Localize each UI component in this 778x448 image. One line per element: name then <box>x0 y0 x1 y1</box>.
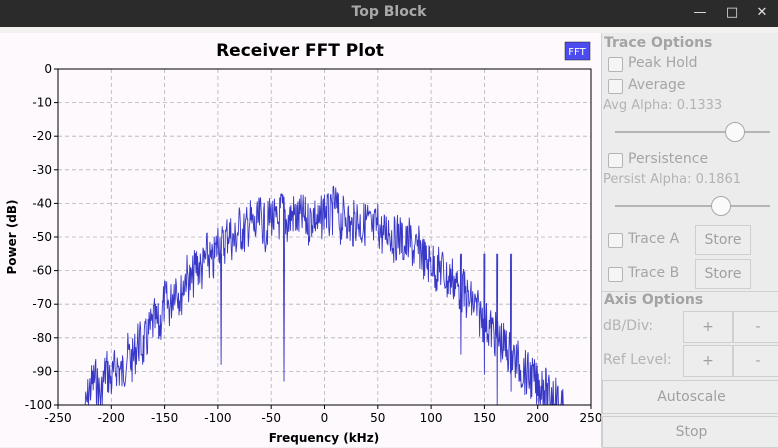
ref-level-label: Ref Level: <box>603 352 672 368</box>
control-panel: Trace Options Peak Hold Average Avg Alph… <box>601 33 778 448</box>
y-tick-label: -50 <box>32 230 52 244</box>
y-tick-label: 0 <box>44 62 52 76</box>
x-tick-label: 200 <box>526 411 549 425</box>
ref-level-plus-button[interactable]: + <box>683 345 733 377</box>
persist-alpha-text: Persist Alpha: <box>603 172 692 187</box>
y-tick-label: -60 <box>32 264 52 278</box>
chart-title: Receiver FFT Plot <box>216 41 384 61</box>
x-axis-label: Frequency (kHz) <box>269 431 379 445</box>
average-label: Average <box>628 77 686 93</box>
y-axis-ticks: 0 -10 -20 -30 -40 -50 -60 -70 -80 -90 -100 <box>25 62 58 412</box>
x-tick-label: -150 <box>151 411 178 425</box>
trace-b-label: Trace B <box>628 265 680 281</box>
x-tick-label: 100 <box>420 411 443 425</box>
x-tick-label: -250 <box>44 411 71 425</box>
avg-alpha-label: Avg Alpha: 0.1333 <box>603 98 722 113</box>
y-tick-label: -40 <box>32 196 52 210</box>
y-tick-label: -70 <box>32 297 52 311</box>
store-trace-a-button[interactable]: Store <box>695 225 751 255</box>
window-title: Top Block <box>351 4 427 20</box>
db-div-label: dB/Div: <box>603 318 654 334</box>
fft-plot-panel: -250 -200 -150 -100 -50 0 50 100 150 200 250 0 -10 -… <box>0 33 601 447</box>
x-tick-label: 50 <box>370 411 385 425</box>
trace-b-box[interactable] <box>608 267 623 282</box>
persistence-box[interactable] <box>608 153 623 168</box>
persist-alpha-slider[interactable] <box>615 205 770 207</box>
trace-a-label: Trace A <box>628 231 680 247</box>
x-tick-label: -50 <box>261 411 281 425</box>
fft-plot[interactable]: -250 -200 -150 -100 -50 0 50 100 150 200 250 0 -10 -… <box>0 33 601 447</box>
x-tick-label: 0 <box>321 411 329 425</box>
maximize-icon[interactable]: □ <box>725 5 739 20</box>
title-bar: Top Block — □ ✕ <box>0 0 778 27</box>
peak-hold-box[interactable] <box>608 57 623 72</box>
db-div-plus-button[interactable]: + <box>683 311 733 343</box>
fft-badge-label: FFT <box>568 47 586 58</box>
minimize-icon[interactable]: — <box>693 5 707 20</box>
persist-alpha-slider-handle[interactable] <box>710 196 731 216</box>
y-tick-label: -10 <box>32 96 52 110</box>
x-tick-label: 250 <box>580 411 601 425</box>
trace-a-box[interactable] <box>608 233 623 248</box>
y-tick-label: -90 <box>32 364 52 378</box>
y-tick-label: -20 <box>32 129 52 143</box>
persist-alpha-value: 0.1861 <box>695 172 742 187</box>
autoscale-button[interactable]: Autoscale <box>602 380 778 414</box>
y-tick-label: -100 <box>25 398 52 412</box>
db-div-minus-button[interactable]: - <box>733 311 778 343</box>
stop-button[interactable]: Stop <box>602 416 778 448</box>
x-tick-label: -100 <box>204 411 231 425</box>
avg-alpha-value: 0.1333 <box>676 98 723 113</box>
fft-trace-line <box>84 185 565 405</box>
avg-alpha-slider[interactable] <box>615 131 770 133</box>
persistence-label: Persistence <box>628 151 709 167</box>
avg-alpha-text: Avg Alpha: <box>603 98 673 113</box>
peak-hold-label: Peak Hold <box>628 55 698 71</box>
y-tick-label: -30 <box>32 163 52 177</box>
close-icon[interactable]: ✕ <box>756 5 768 20</box>
average-box[interactable] <box>608 79 623 94</box>
ref-level-minus-button[interactable]: - <box>733 345 778 377</box>
y-tick-label: -80 <box>32 331 52 345</box>
x-tick-label: 150 <box>473 411 496 425</box>
fft-badge <box>564 41 591 61</box>
section-divider <box>602 291 778 292</box>
persist-alpha-label: Persist Alpha: 0.1861 <box>603 172 741 187</box>
avg-alpha-slider-handle[interactable] <box>724 122 745 142</box>
store-trace-b-button[interactable]: Store <box>695 259 751 289</box>
x-axis-ticks: -250 -200 -150 -100 -50 0 50 100 150 200 250 <box>44 405 601 425</box>
trace-layer <box>84 185 565 405</box>
axis-options-title: Axis Options <box>604 292 704 308</box>
x-tick-label: -200 <box>98 411 125 425</box>
trace-options-title: Trace Options <box>604 35 713 51</box>
y-axis-label: Power (dB) <box>5 199 19 274</box>
